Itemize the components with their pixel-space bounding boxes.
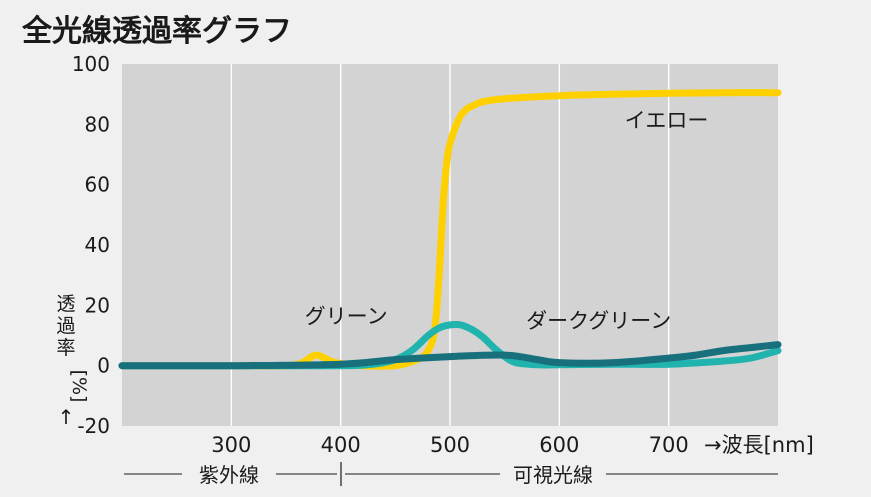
- x-tick-label: 400: [321, 433, 361, 457]
- x-axis-label: →波長[nm]: [704, 433, 814, 457]
- range-label-uv: 紫外線: [199, 463, 259, 487]
- y-tick-label: 20: [85, 293, 110, 317]
- x-tick-label: 500: [430, 433, 470, 457]
- y-axis-label: 透 過 率 [%] ↑: [56, 293, 90, 429]
- series-line-dark-green: [118, 341, 782, 370]
- y-axis-ticks: 100 80 60 40 20 0 -20: [72, 52, 110, 438]
- x-tick-label: 600: [539, 433, 579, 457]
- y-axis-label-char: 率: [56, 337, 75, 359]
- chart-title: 全光線透過率グラフ: [22, 14, 292, 49]
- y-axis-arrow: ↑: [58, 405, 75, 429]
- x-axis-ticks: 300 400 500 600 700: [211, 433, 688, 457]
- y-tick-label: -20: [77, 414, 110, 438]
- range-label-visible: 可視光線: [513, 463, 593, 487]
- label-dark-green: ダークグリーン: [526, 309, 671, 333]
- y-tick-label: 0: [97, 354, 110, 378]
- y-tick-label: 100: [72, 52, 110, 76]
- y-tick-label: 60: [85, 173, 110, 197]
- y-axis-label-char: 過: [56, 315, 75, 337]
- series-line-yellow: [118, 89, 782, 370]
- series-lines: [118, 89, 782, 370]
- x-tick-label: 700: [649, 433, 689, 457]
- wavelength-ranges: 紫外線 可視光線: [124, 462, 778, 487]
- y-axis-label-char: 透: [56, 293, 75, 315]
- y-tick-label: 40: [85, 233, 110, 257]
- y-tick-label: 80: [85, 112, 110, 136]
- y-axis-unit: [%]: [68, 370, 90, 403]
- label-yellow: イエロー: [625, 108, 709, 132]
- label-green: グリーン: [305, 304, 388, 328]
- x-tick-label: 300: [211, 433, 251, 457]
